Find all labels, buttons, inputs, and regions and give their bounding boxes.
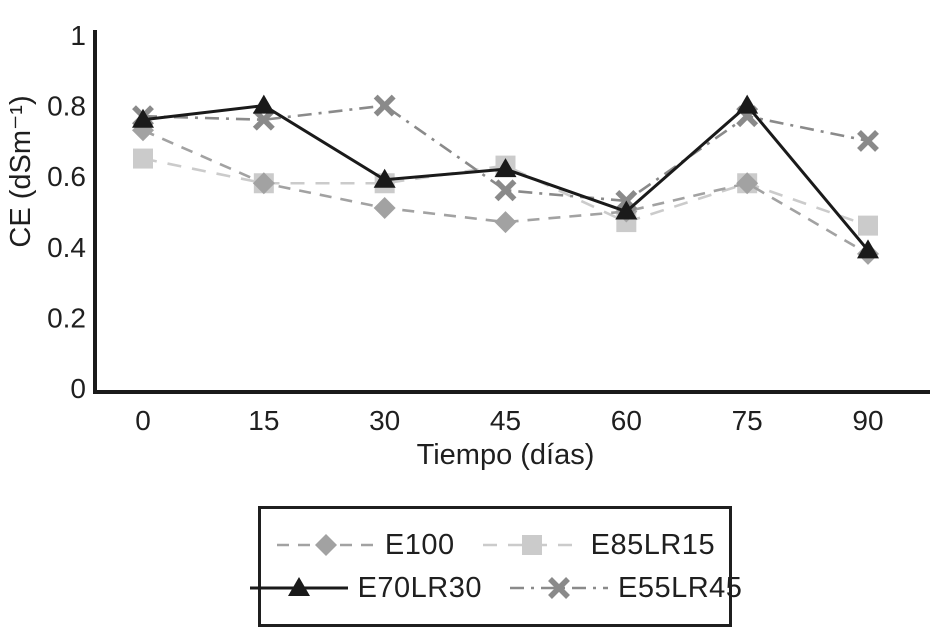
marker-e70lr30	[736, 94, 759, 114]
marker-e100	[494, 211, 517, 234]
x-tick-label: 60	[611, 405, 642, 436]
marker-e70lr30	[252, 94, 275, 114]
legend-marker-e70lr30	[287, 577, 310, 596]
marker-e70lr30	[857, 239, 879, 259]
e70lr30-triangle-swatch-icon	[249, 577, 348, 596]
y-tick-label: 0.4	[47, 232, 86, 263]
legend-label-e85lr15: E85LR15	[590, 528, 716, 561]
y-tick-label: 0.6	[47, 161, 86, 192]
x-axis-label: Tiempo (días)	[417, 439, 595, 471]
marker-e100	[736, 172, 759, 195]
marker-e85lr15	[133, 148, 153, 169]
legend-item-e100: E100	[275, 528, 455, 562]
y-tick-label: 0	[70, 373, 86, 404]
e55lr45-x-swatch-icon	[510, 577, 608, 599]
legend-row-1: E100 E85LR15	[261, 528, 729, 562]
marker-e55lr45	[252, 108, 275, 131]
e100-diamond-swatch-icon	[276, 534, 375, 556]
x-tick-label: 15	[248, 405, 279, 436]
legend-row-2: E70LR30 E55LR45	[249, 571, 742, 605]
e85lr15-square-swatch-icon	[482, 535, 581, 555]
marker-e85lr15	[858, 215, 878, 236]
chart-plot-area: 0 0.2 0.4 0.6 0.8 1 0 15 30 45 60 75 90 Tiempo (días)…	[5, 20, 930, 471]
legend-label-e100: E100	[384, 528, 455, 561]
marker-e55lr45	[494, 179, 517, 202]
y-axis-label: CE (dSm⁻¹)	[5, 95, 37, 247]
marker-e70lr30	[132, 108, 154, 128]
marker-e70lr30	[615, 200, 638, 220]
chart-legend: E100 E85LR15 E70LR30 E55LR45	[249, 506, 742, 627]
marker-e100	[252, 172, 275, 195]
legend-item-e55lr45: E55LR45	[508, 571, 742, 605]
legend-item-e85lr15: E85LR15	[481, 528, 715, 562]
y-tick-label: 0.8	[47, 91, 86, 122]
x-tick-label: 90	[852, 405, 883, 436]
marker-e70lr30	[494, 158, 517, 178]
legend-label-e70lr30: E70LR30	[357, 571, 482, 604]
series-e55lr45	[132, 94, 879, 212]
x-tick-label: 75	[732, 405, 763, 436]
legend-marker-e100	[314, 534, 337, 556]
series-e70lr30	[132, 94, 879, 259]
y-tick-label: 0.2	[47, 302, 86, 333]
legend-item-e70lr30: E70LR30	[248, 571, 482, 605]
legend-marker-e55lr45	[548, 577, 570, 599]
legend-marker-e85lr15	[521, 535, 542, 555]
marker-e55lr45	[857, 129, 879, 152]
marker-e100	[373, 196, 396, 219]
y-tick-label: 1	[70, 20, 86, 51]
marker-e70lr30	[373, 168, 396, 188]
x-tick-label: 45	[490, 405, 521, 436]
x-tick-label: 0	[135, 405, 151, 436]
x-tick-label: 30	[369, 405, 400, 436]
legend-label-e55lr45: E55LR45	[618, 571, 743, 604]
marker-e55lr45	[373, 94, 396, 117]
